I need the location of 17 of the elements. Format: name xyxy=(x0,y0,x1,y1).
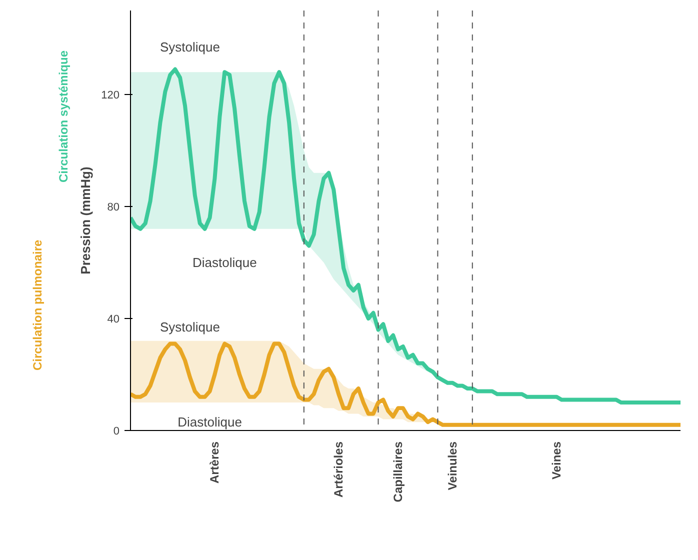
y-tick-label: 0 xyxy=(113,426,120,438)
line-series xyxy=(130,67,680,404)
y-axis-title: Pression (mmHg) xyxy=(78,166,94,274)
text: Circulation pulmonaire xyxy=(30,239,44,370)
text: Circulation systémique xyxy=(56,50,70,183)
x-tick-label: Veines xyxy=(550,441,564,480)
y-tick-label: 80 xyxy=(107,202,120,214)
y-tick-label: 120 xyxy=(101,90,120,102)
x-tick-label: Artères xyxy=(208,441,222,484)
x-tick-label: Artérioles xyxy=(332,441,346,498)
annotation: Systolique xyxy=(160,39,220,54)
y-tick-label: 40 xyxy=(107,314,120,326)
annotation: Diastolique xyxy=(192,255,257,270)
annotation: Diastolique xyxy=(178,414,242,430)
x-tick-label: Capillaires xyxy=(391,441,406,502)
annotation: Systolique xyxy=(160,319,220,334)
x-tick-label: Veinules xyxy=(446,441,460,490)
